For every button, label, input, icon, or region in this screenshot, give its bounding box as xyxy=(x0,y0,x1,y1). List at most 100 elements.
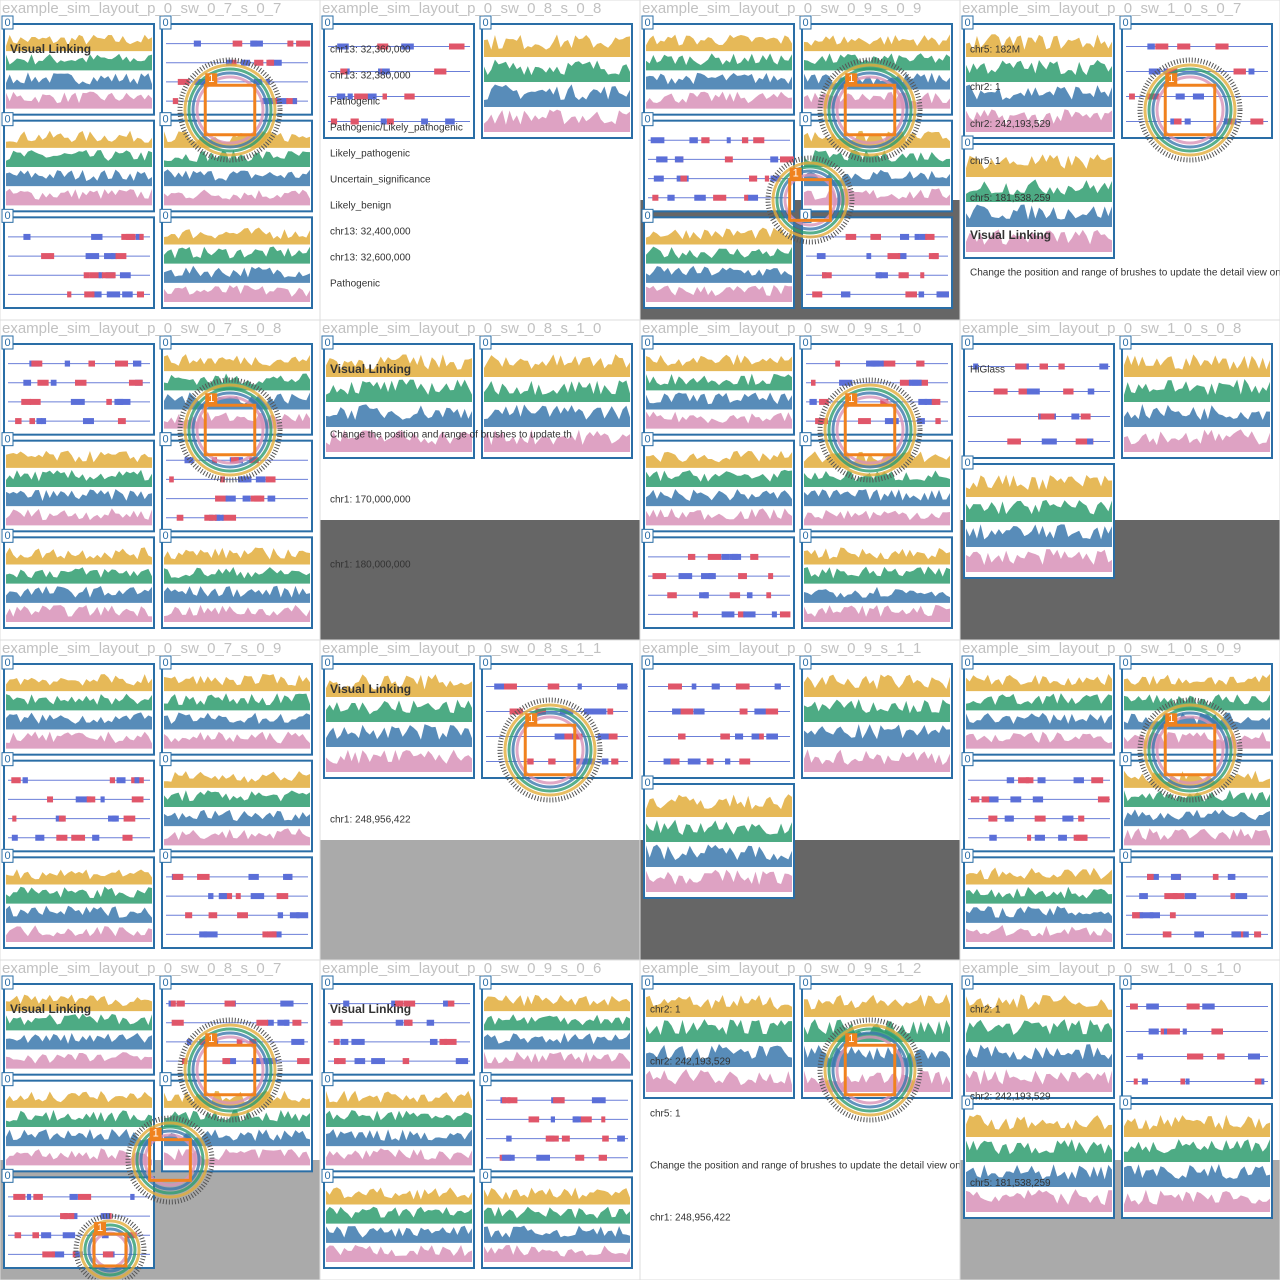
badge: 0 xyxy=(964,457,970,469)
gene-exon xyxy=(265,78,270,85)
gene-exon xyxy=(122,834,133,841)
gene-exon xyxy=(36,418,43,425)
area-track xyxy=(804,699,950,722)
badge: 0 xyxy=(482,1170,488,1182)
badge-box xyxy=(1,15,14,30)
badge: 0 xyxy=(1122,754,1128,766)
gene-exon xyxy=(62,1232,76,1239)
label: Uncertain_significance xyxy=(330,175,431,186)
gene-exon xyxy=(267,495,276,502)
area-track xyxy=(6,567,152,584)
circos-ring xyxy=(195,75,265,145)
gene-exon xyxy=(208,893,214,900)
badge-box xyxy=(321,1168,334,1183)
gene-exon xyxy=(255,476,266,483)
gene-exon xyxy=(562,733,573,740)
circos-ring xyxy=(1147,67,1233,153)
badge-box xyxy=(961,655,974,670)
gene-exon xyxy=(839,379,853,386)
brush xyxy=(788,178,832,222)
gene-exon xyxy=(132,360,142,367)
gene-exon xyxy=(395,1019,403,1026)
gene-exon xyxy=(680,175,687,182)
label: chr2: 242,193,529 xyxy=(970,1091,1051,1102)
badge: 0 xyxy=(4,657,10,669)
badge-box xyxy=(1119,655,1132,670)
label: Change the position and range of brushes… xyxy=(650,1161,1011,1172)
gene-exon xyxy=(1155,43,1169,50)
area-track xyxy=(484,1032,630,1050)
badge-box xyxy=(845,393,858,406)
area-track xyxy=(6,1109,152,1127)
badge: 0 xyxy=(4,977,10,989)
gene-exon xyxy=(753,137,765,144)
area-track xyxy=(646,411,792,429)
area-track xyxy=(6,450,152,468)
gene-exon xyxy=(919,233,928,240)
tile-title: example_sim_layout_p_0_sw_0_9_s_1_1 xyxy=(642,640,921,657)
gene-exon xyxy=(256,1019,269,1026)
gene-exon xyxy=(448,43,463,50)
badge: 1 xyxy=(848,393,854,405)
gene-exon xyxy=(932,253,939,260)
gene-exon xyxy=(115,253,127,260)
badge-box xyxy=(159,528,172,543)
gene-exon xyxy=(131,796,144,803)
badge: 0 xyxy=(964,137,970,149)
gene-exon xyxy=(550,1116,555,1123)
area-track xyxy=(326,429,472,452)
gene-exon xyxy=(840,291,851,298)
gene-exon xyxy=(1027,834,1032,841)
badge-box xyxy=(159,655,172,670)
gene-exon xyxy=(1130,1003,1135,1010)
area-track xyxy=(646,1044,792,1067)
area-track xyxy=(6,994,152,1012)
area-track xyxy=(804,674,950,697)
area-track xyxy=(1124,379,1270,402)
area-track xyxy=(164,771,310,788)
circos-ideogram xyxy=(177,1017,283,1123)
area-track xyxy=(646,354,792,372)
gene-exon xyxy=(770,175,781,182)
gene-exon xyxy=(536,1154,550,1161)
circos-ring xyxy=(823,383,917,477)
panel xyxy=(161,856,313,949)
label: chr5: 181,538,259 xyxy=(970,1178,1051,1189)
gene-exon xyxy=(251,1058,266,1065)
circos-ring xyxy=(135,1125,205,1195)
gene-exon xyxy=(547,683,560,690)
label: chr13: 32,380,000 xyxy=(330,71,411,82)
gene-exon xyxy=(1202,1003,1215,1010)
gene-exon xyxy=(116,777,126,784)
gene-exon xyxy=(71,834,86,841)
gene-exon xyxy=(15,418,22,425)
gene-exon xyxy=(365,93,377,100)
badge-box xyxy=(845,73,858,86)
gene-exon xyxy=(601,1116,606,1123)
gene-exon xyxy=(739,758,751,765)
gene-exon xyxy=(340,1038,349,1045)
gene-exon xyxy=(597,733,609,740)
gene-exon xyxy=(104,253,114,260)
area-track xyxy=(484,84,630,107)
badge: 0 xyxy=(964,17,970,29)
area-track xyxy=(1124,809,1270,827)
area-track xyxy=(326,379,472,402)
gene-exon xyxy=(377,43,389,50)
badge: 0 xyxy=(644,530,650,542)
badge: 0 xyxy=(4,337,10,349)
area-track xyxy=(966,549,1112,572)
area-track xyxy=(1124,1164,1270,1187)
gene-exon xyxy=(905,291,917,298)
gene-exon xyxy=(1010,796,1022,803)
circos-ideogram xyxy=(817,377,923,483)
gene-exon xyxy=(1034,815,1046,822)
label: Visual Linking xyxy=(330,1002,411,1016)
gene-exon xyxy=(266,1019,274,1026)
label: Change the position and range of brushes… xyxy=(330,430,572,441)
gene-exon xyxy=(109,777,116,784)
badge: 0 xyxy=(4,1074,10,1086)
label: chr5: 1 xyxy=(650,1109,681,1120)
brush xyxy=(203,83,257,137)
gene-exon xyxy=(989,834,997,841)
